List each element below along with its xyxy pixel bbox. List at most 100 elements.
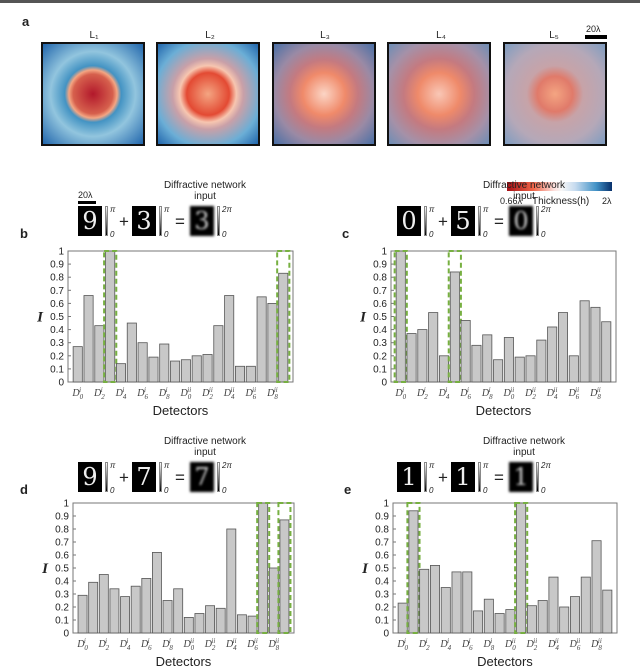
bar-D4i [120, 596, 130, 634]
y-tick-label: 0 [381, 378, 387, 389]
phase-max-label: 2π [541, 205, 551, 214]
y-tick-label: 0.8 [375, 525, 389, 536]
x-tick-label: D8i [158, 386, 170, 401]
bar-D9i [493, 359, 504, 383]
bar-D0ii [183, 617, 194, 634]
bar-D6ii [568, 355, 579, 383]
bar-D7ii [579, 300, 590, 383]
x-tick-label: D8ii [589, 386, 601, 401]
bar-D4ii [548, 576, 559, 634]
phase-colorbar [217, 206, 220, 236]
layer-1-thickness-map [41, 42, 145, 146]
x-axis-label: Detectors [153, 403, 209, 418]
x-tick-label: D4ii [225, 637, 237, 652]
x-tick-label: D4ii [546, 386, 558, 401]
bar-D0ii [505, 609, 516, 634]
x-tick-label: D8ii [590, 637, 602, 652]
bar-D4i [116, 363, 127, 383]
bar-D8i [482, 334, 493, 383]
x-tick-label: D4i [115, 386, 127, 401]
panel-label: d [20, 482, 28, 497]
y-tick-label: 1 [383, 499, 389, 510]
y-tick-label: 0.6 [375, 551, 389, 562]
phase-colorbar [536, 206, 539, 236]
x-tick-label: D0i [71, 386, 83, 401]
y-tick-label: 0.4 [375, 577, 389, 588]
y-tick-label: 0.9 [375, 512, 389, 523]
phase-colorbar [478, 206, 481, 236]
y-tick-label: 0.6 [373, 299, 387, 310]
y-tick-label: 0 [63, 629, 69, 640]
bar-D3ii [213, 325, 224, 383]
colorbar-max-label: 2λ [602, 196, 612, 206]
x-tick-label: D0ii [503, 386, 515, 401]
y-axis-label: I [359, 310, 367, 326]
y-tick-label: 0.4 [50, 325, 64, 336]
phase-min-label: 0 [429, 486, 434, 495]
x-axis-label: Detectors [156, 654, 212, 669]
bar-D1ii [516, 502, 527, 634]
y-tick-label: 0.6 [55, 551, 69, 562]
equals-sign: = [175, 212, 185, 231]
phase-min-label: 0 [110, 486, 115, 495]
y-tick-label: 0.9 [373, 260, 387, 271]
bar-D1i [408, 510, 419, 634]
bar-D6ii [570, 596, 580, 634]
bar-D0ii [503, 337, 514, 383]
bar-D0i [395, 250, 406, 383]
y-tick-label: 0.9 [55, 512, 69, 523]
layer-3-thickness-map [272, 42, 376, 146]
y-tick-label: 1 [63, 499, 69, 510]
bar-D5ii [557, 312, 568, 383]
colorbar-title: Thickness(h) [532, 196, 590, 207]
bar-D3ii [537, 600, 548, 634]
network-input-label: Diffractive network input [482, 436, 566, 458]
plus-sign: + [438, 468, 448, 487]
highlight-box [447, 250, 462, 383]
bar-D1i [83, 295, 94, 383]
layer-label: L₄ [436, 30, 446, 41]
phase-min-label: 0 [429, 230, 434, 239]
y-tick-label: 0.1 [50, 364, 64, 375]
highlight-box [514, 502, 529, 634]
bar-D6ii [245, 365, 256, 383]
x-tick-label: D4ii [223, 386, 235, 401]
x-tick-label: D6ii [246, 637, 258, 652]
phase-min-label: 0 [222, 230, 227, 239]
phase-colorbar [159, 206, 162, 236]
bar-D3i [105, 250, 116, 383]
bar-D9ii [602, 589, 613, 634]
x-tick-label: D4i [439, 637, 451, 652]
bar-D5i [451, 571, 462, 634]
x-tick-label: D8i [161, 637, 173, 652]
y-tick-label: 1 [381, 247, 387, 258]
bar-D0i [397, 602, 408, 634]
chart-b: 0 0.1 0.2 0.3 0.4 0.5 0.6 0.7 0.8 0.9 1 D0i D2i D4i D6… [36, 247, 294, 418]
y-tick-label: 0.1 [373, 364, 387, 375]
x-tick-label: D6i [459, 386, 471, 401]
phase-min-label: 0 [164, 486, 169, 495]
colorbar-min-label: 0.66λ [500, 196, 523, 206]
bar-D9ii [278, 272, 289, 383]
bar-D5i [449, 271, 460, 383]
x-tick-label: D0ii [182, 637, 194, 652]
y-tick-label: 0.7 [55, 538, 69, 549]
x-tick-label: D8ii [267, 637, 279, 652]
x-tick-label: D8ii [266, 386, 278, 401]
chart-c: 0 0.1 0.2 0.3 0.4 0.5 0.6 0.7 0.8 0.9 1 D0i D2i D4i D6… [359, 247, 617, 418]
bar-D4ii [226, 528, 237, 634]
bar-D0i [72, 346, 83, 383]
digit-image: 1 [509, 462, 533, 492]
digit-image: 1 [397, 462, 421, 492]
phase-max-label: π [110, 461, 116, 470]
bar-D4i [440, 587, 451, 634]
top-divider [0, 0, 640, 3]
bar-D7ii [256, 296, 267, 383]
digit-image: 9 [78, 462, 102, 492]
phase-colorbar [105, 206, 108, 236]
equals-sign: = [494, 468, 504, 487]
bar-D2i [419, 568, 430, 634]
y-tick-label: 0.9 [50, 260, 64, 271]
